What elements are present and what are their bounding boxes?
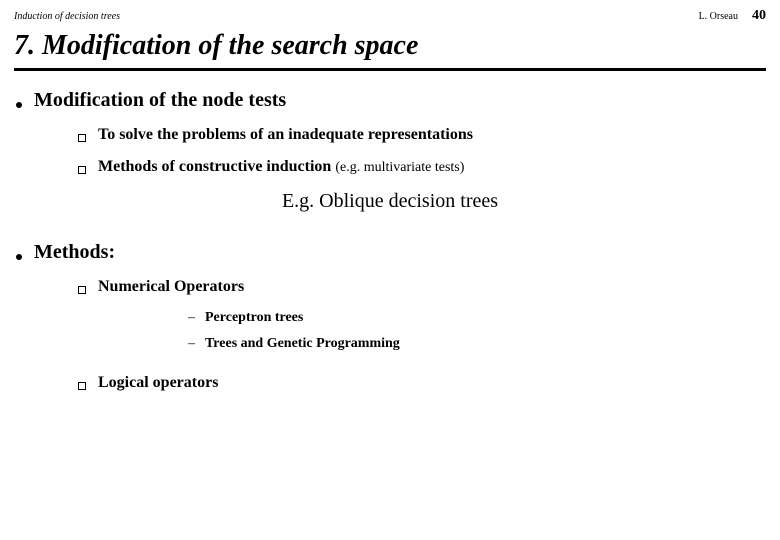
- item-text: Numerical Operators: [98, 278, 244, 296]
- bullet-level1: Modification of the node tests: [14, 89, 766, 112]
- sublist: – Perceptron trees – Trees and Genetic P…: [188, 310, 766, 352]
- slide-title: 7. Modification of the search space: [0, 24, 780, 68]
- sub-item: – Trees and Genetic Programming: [188, 336, 766, 352]
- square-icon: [78, 166, 86, 174]
- slide-content: Modification of the node tests To solve …: [0, 71, 780, 392]
- section1-items: To solve the problems of an inadequate r…: [78, 126, 766, 176]
- page-number: 40: [752, 8, 766, 24]
- square-icon: [78, 382, 86, 390]
- item-text: To solve the problems of an inadequate r…: [98, 126, 473, 144]
- sub-item: – Perceptron trees: [188, 310, 766, 326]
- header-topic: Induction of decision trees: [14, 11, 120, 22]
- section2-heading: Methods:: [34, 241, 115, 264]
- section2-items: Numerical Operators – Perceptron trees –…: [78, 278, 766, 392]
- item-main: Methods of constructive induction: [98, 158, 331, 175]
- list-item: Numerical Operators: [78, 278, 766, 296]
- list-item: To solve the problems of an inadequate r…: [78, 126, 766, 144]
- square-icon: [78, 134, 86, 142]
- dash-icon: –: [188, 336, 195, 352]
- item-text: Methods of constructive induction (e.g. …: [98, 158, 464, 176]
- square-icon: [78, 286, 86, 294]
- dot-icon: [16, 102, 22, 108]
- list-item: Methods of constructive induction (e.g. …: [78, 158, 766, 176]
- bullet-level1: Methods:: [14, 241, 766, 264]
- item-paren: (e.g. multivariate tests): [335, 160, 464, 175]
- header-author: L. Orseau: [699, 11, 738, 22]
- sub-item-text: Perceptron trees: [205, 310, 303, 326]
- slide-header: Induction of decision trees L. Orseau 40: [0, 0, 780, 24]
- header-right: L. Orseau 40: [699, 8, 766, 24]
- sub-item-text: Trees and Genetic Programming: [205, 336, 400, 352]
- section1-heading: Modification of the node tests: [34, 89, 286, 112]
- dot-icon: [16, 254, 22, 260]
- item-text: Logical operators: [98, 374, 218, 392]
- example-line: E.g. Oblique decision trees: [14, 190, 766, 213]
- dash-icon: –: [188, 310, 195, 326]
- list-item: Logical operators: [78, 374, 766, 392]
